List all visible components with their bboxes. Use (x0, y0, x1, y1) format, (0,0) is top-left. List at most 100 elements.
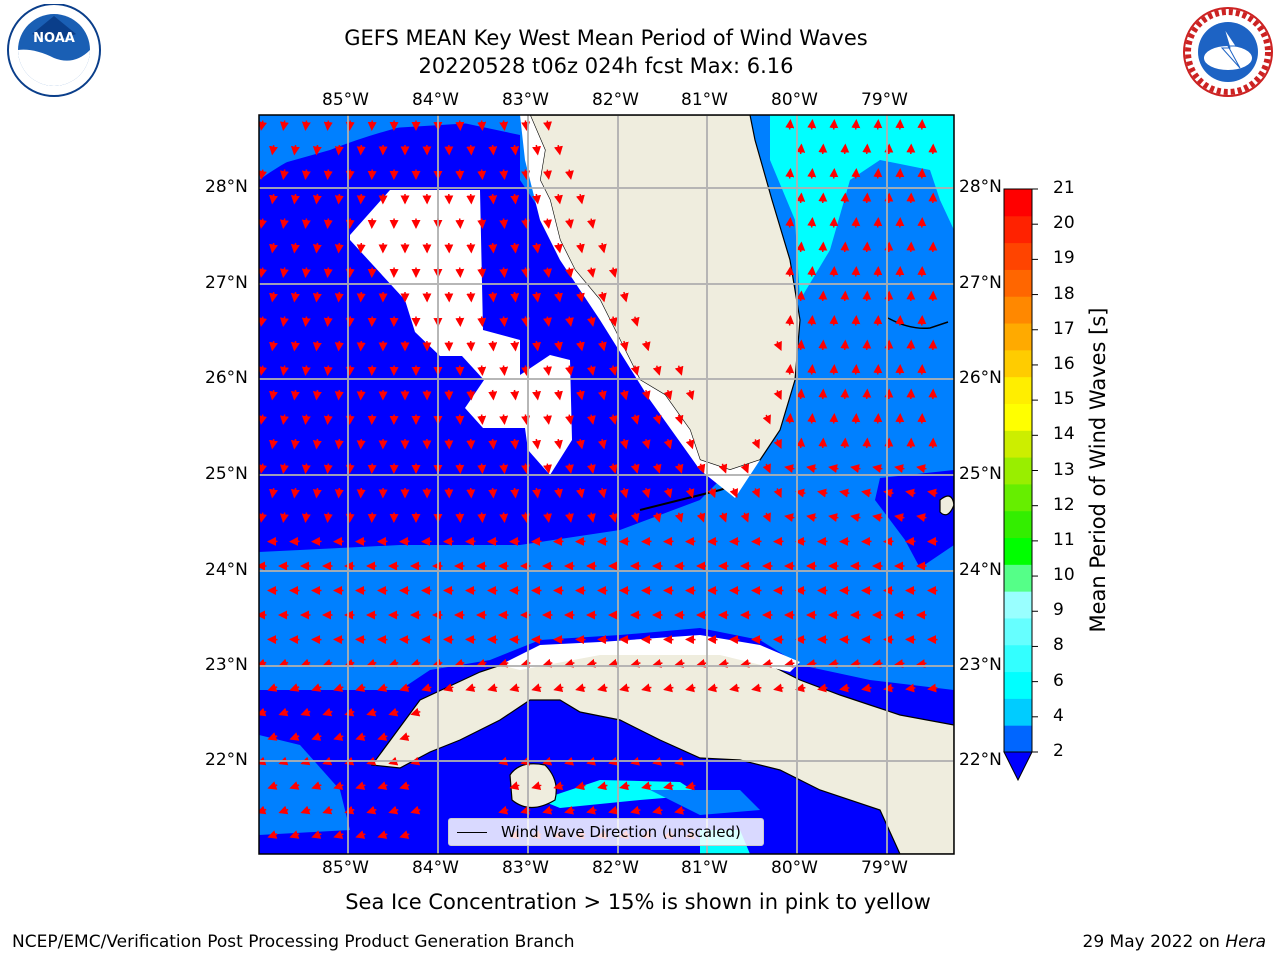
wave-direction-arrow (685, 781, 696, 791)
lon-label-bottom: 81°W (681, 858, 728, 878)
wave-direction-arrow (795, 488, 806, 498)
wave-direction-arrow (575, 389, 585, 401)
wave-direction-arrow (278, 805, 289, 815)
wave-direction-arrow (543, 218, 552, 229)
wave-direction-arrow (543, 463, 552, 474)
wave-direction-arrow (280, 414, 289, 425)
wave-direction-arrow (269, 291, 278, 303)
wave-direction-arrow (301, 512, 311, 523)
wave-direction-arrow (466, 487, 476, 499)
wave-direction-arrow (641, 438, 651, 450)
wave-direction-arrow (773, 487, 782, 498)
wave-direction-arrow (455, 365, 465, 376)
colorbar-segment (1004, 698, 1032, 726)
lon-label-bottom: 83°W (502, 858, 549, 878)
wave-direction-arrow (477, 120, 487, 131)
wave-direction-arrow (619, 438, 629, 450)
wave-direction-arrow (499, 267, 509, 278)
wave-direction-arrow (289, 683, 300, 692)
wave-direction-arrow (300, 805, 311, 815)
wave-direction-arrow (477, 463, 487, 474)
wave-direction-arrow (510, 291, 520, 303)
wave-direction-arrow (323, 218, 333, 229)
wave-direction-arrow (269, 438, 278, 450)
wave-direction-arrow (554, 291, 563, 303)
wave-direction-arrow (399, 683, 410, 692)
wave-direction-arrow (543, 365, 552, 376)
wave-direction-arrow (565, 365, 574, 376)
wave-direction-arrow (356, 193, 366, 205)
colorbar-segment (1004, 189, 1032, 217)
wave-direction-arrow (619, 291, 629, 303)
wave-direction-arrow (366, 658, 377, 668)
colorbar-tick-label: 17 (1053, 318, 1075, 339)
wave-direction-arrow (751, 683, 762, 693)
wave-direction-arrow (785, 168, 795, 179)
lat-label-right: 22°N (959, 750, 1002, 770)
wave-direction-arrow (488, 291, 498, 303)
wave-direction-arrow (333, 683, 344, 692)
wave-direction-arrow (334, 340, 344, 352)
wave-direction-arrow (543, 414, 552, 425)
wave-direction-arrow (521, 463, 531, 474)
wave-direction-arrow (388, 805, 399, 815)
wave-direction-arrow (840, 437, 850, 449)
wave-direction-arrow (795, 683, 806, 693)
wave-direction-arrow (510, 438, 520, 450)
colorbar-segment (1004, 376, 1032, 404)
wave-direction-arrow (259, 463, 267, 474)
colorbar-tick-label: 18 (1053, 283, 1075, 304)
noaa-logo: NOAA (7, 4, 101, 97)
wave-direction-arrow (894, 659, 905, 668)
wave-direction-arrow (840, 241, 850, 253)
colorbar-segment (1004, 323, 1032, 351)
wave-direction-arrow (729, 488, 739, 499)
colorbar-tick-label: 4 (1053, 705, 1064, 726)
wave-direction-arrow (564, 805, 575, 815)
wave-direction-arrow (312, 291, 322, 303)
wave-direction-arrow (521, 365, 531, 376)
wave-direction-arrow (619, 389, 629, 401)
colorbar-segment (1004, 215, 1032, 244)
wave-direction-arrow (564, 658, 575, 668)
wave-direction-arrow (455, 120, 465, 131)
wave-direction-arrow (773, 389, 782, 400)
wave-direction-arrow (477, 365, 487, 376)
wave-direction-arrow (916, 464, 927, 473)
wave-direction-arrow (543, 316, 552, 327)
noaa-logo-text: NOAA (33, 31, 75, 46)
lat-label-left: 27°N (205, 273, 248, 293)
wave-direction-arrow (399, 830, 410, 839)
colorbar-segment (1004, 403, 1032, 431)
wave-direction-arrow (498, 658, 509, 668)
wave-direction-arrow (269, 242, 278, 254)
wave-direction-arrow (851, 168, 861, 179)
wave-direction-arrow (280, 512, 289, 523)
wave-direction-arrow (663, 389, 673, 401)
wave-direction-arrow (543, 120, 552, 131)
lon-label-top: 80°W (771, 90, 818, 110)
wave-direction-arrow (280, 120, 289, 131)
wave-direction-arrow (663, 487, 673, 499)
wave-direction-arrow (355, 830, 366, 839)
wave-direction-arrow (652, 805, 663, 815)
wave-direction-arrow (312, 144, 322, 156)
wave-direction-arrow (410, 658, 421, 668)
wave-direction-arrow (301, 120, 311, 131)
wave-direction-arrow (499, 169, 509, 180)
wave-direction-arrow (796, 143, 806, 155)
wave-direction-arrow (785, 364, 795, 375)
wave-direction-arrow (466, 193, 476, 205)
wave-direction-arrow (586, 365, 596, 376)
wave-direction-arrow (356, 291, 366, 303)
wave-direction-arrow (388, 707, 399, 717)
wave-direction-arrow (510, 340, 520, 352)
wave-direction-arrow (861, 683, 872, 693)
wave-direction-arrow (927, 683, 938, 693)
wave-direction-arrow (323, 316, 333, 327)
wave-direction-arrow (916, 659, 927, 668)
wave-direction-arrow (499, 316, 509, 327)
wave-direction-arrow (630, 658, 641, 668)
colorbar-label: Mean Period of Wind Waves [s] (1086, 307, 1110, 633)
wave-direction-arrow (894, 464, 905, 473)
